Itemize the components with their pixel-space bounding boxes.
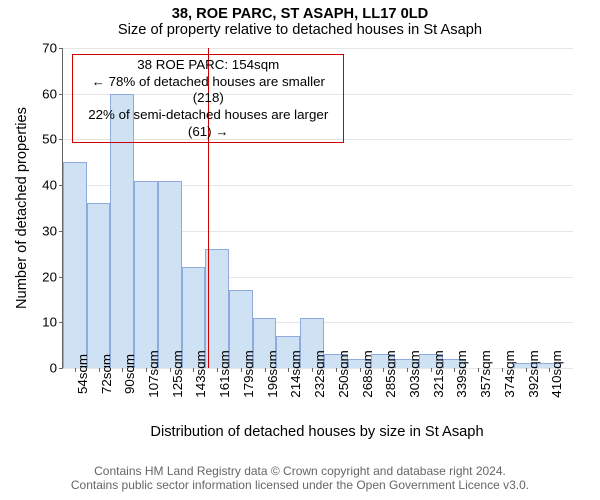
x-axis-label: Distribution of detached houses by size … [62,424,572,440]
ytick-mark [59,94,63,95]
xtick-label: 410sqm [549,350,564,397]
histogram-bar [158,181,182,368]
title-line-2: Size of property relative to detached ho… [0,22,600,38]
ytick-label: 30 [42,223,57,238]
xtick-label: 392sqm [526,350,541,397]
annotation-line-1: 38 ROE PARC: 154sqm [77,57,339,74]
gridline [63,48,573,49]
chart-container: { "title_line1": "38, ROE PARC, ST ASAPH… [0,0,600,500]
ytick-mark [59,48,63,49]
xtick-label: 357sqm [478,350,493,397]
annotation-line-2: ← 78% of detached houses are smaller (21… [77,74,339,107]
ytick-label: 60 [42,86,57,101]
xtick-label: 285sqm [383,350,398,397]
title-line-1: 38, ROE PARC, ST ASAPH, LL17 0LD [0,0,600,22]
annotation-line-3: 22% of semi-detached houses are larger (… [77,107,339,140]
xtick-label: 374sqm [502,350,517,397]
annotation-box: 38 ROE PARC: 154sqm ← 78% of detached ho… [72,54,344,143]
footer: Contains HM Land Registry data © Crown c… [0,464,600,492]
ytick-mark [59,368,63,369]
ytick-label: 40 [42,178,57,193]
ytick-label: 0 [50,361,57,376]
ytick-label: 50 [42,132,57,147]
footer-line-1: Contains HM Land Registry data © Crown c… [0,464,600,478]
ytick-label: 70 [42,41,57,56]
ytick-label: 20 [42,269,57,284]
xtick-label: 321sqm [431,350,446,397]
footer-line-2: Contains public sector information licen… [0,478,600,492]
xtick-label: 339sqm [454,350,469,397]
ytick-label: 10 [42,315,57,330]
histogram-bar [87,203,111,368]
xtick-label: 250sqm [336,350,351,397]
histogram-bar [63,162,87,368]
y-axis-label: Number of detached properties [14,48,30,368]
histogram-bar [134,181,158,368]
ytick-mark [59,139,63,140]
